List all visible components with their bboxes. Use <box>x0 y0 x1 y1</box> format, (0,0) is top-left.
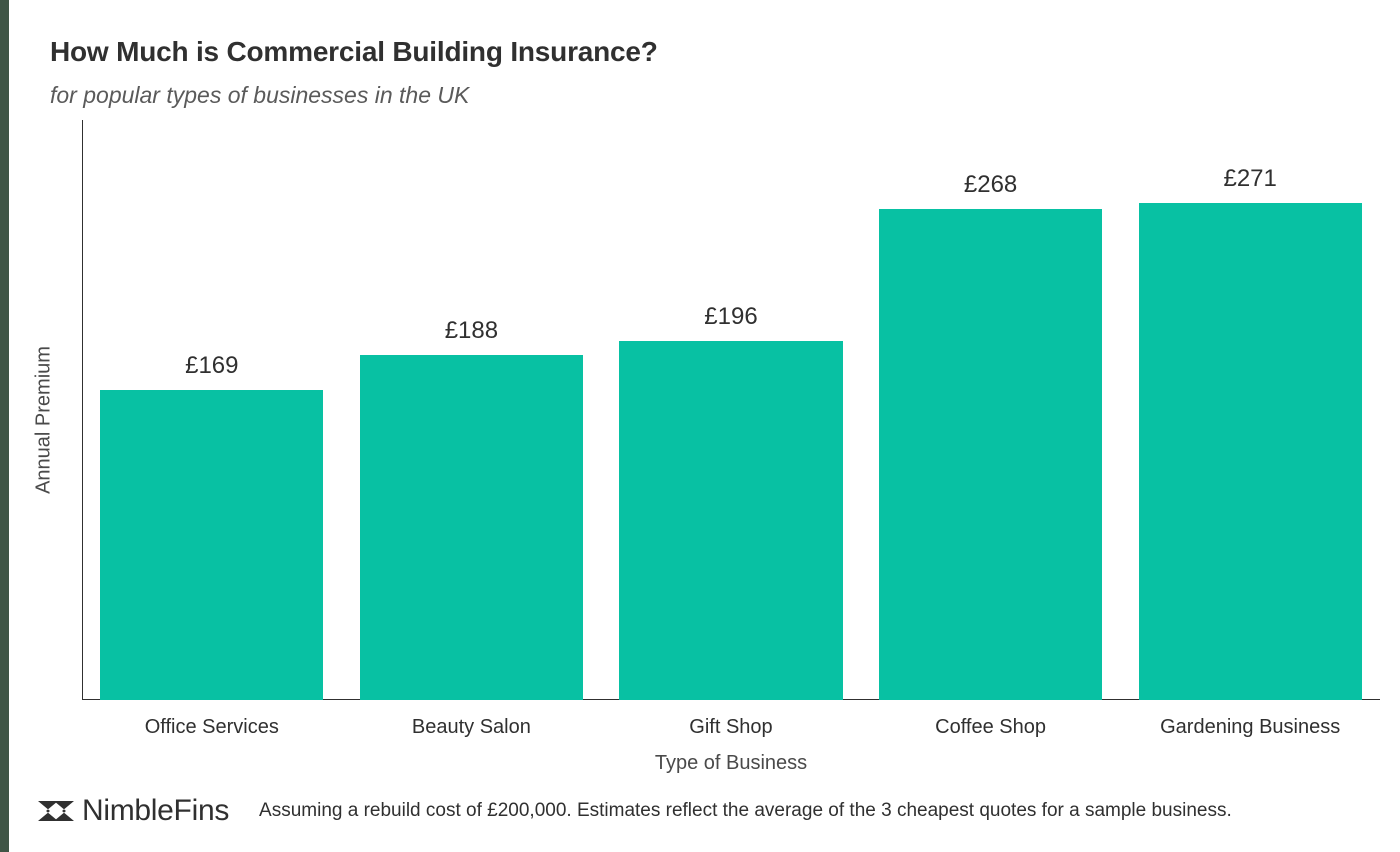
chart-subtitle: for popular types of businesses in the U… <box>50 82 1370 109</box>
footnote-text: Assuming a rebuild cost of £200,000. Est… <box>259 800 1370 822</box>
brand: NimbleFins <box>38 794 229 828</box>
bar: £169 <box>100 390 323 700</box>
bar-slot: £188 <box>342 150 602 700</box>
bar-value-label: £271 <box>1223 165 1276 203</box>
bars-group: £169£188£196£268£271 <box>82 150 1380 700</box>
bar-value-label: £188 <box>445 317 498 355</box>
x-category-label: Office Services <box>82 704 342 739</box>
brand-logo-icon <box>38 795 74 827</box>
chart-title: How Much is Commercial Building Insuranc… <box>50 36 1370 68</box>
x-category-label: Gift Shop <box>601 704 861 739</box>
bar-value-label: £268 <box>964 171 1017 209</box>
bar-value-label: £196 <box>704 303 757 341</box>
x-axis-label: Type of Business <box>82 752 1380 775</box>
x-category-label: Gardening Business <box>1120 704 1380 739</box>
footer: NimbleFins Assuming a rebuild cost of £2… <box>20 794 1370 828</box>
plot-area: £169£188£196£268£271 <box>82 150 1380 700</box>
x-category-label: Coffee Shop <box>861 704 1121 739</box>
bar: £271 <box>1139 203 1362 700</box>
bar: £188 <box>360 355 583 700</box>
brand-name: NimbleFins <box>82 794 229 828</box>
bar-slot: £271 <box>1120 150 1380 700</box>
x-categories: Office ServicesBeauty SalonGift ShopCoff… <box>82 704 1380 739</box>
y-axis-label: Annual Premium <box>33 346 56 494</box>
bar-slot: £196 <box>601 150 861 700</box>
bar: £196 <box>619 341 842 700</box>
bar: £268 <box>879 209 1102 700</box>
bar-value-label: £169 <box>185 352 238 390</box>
bar-slot: £169 <box>82 150 342 700</box>
bar-slot: £268 <box>861 150 1121 700</box>
chart-container: How Much is Commercial Building Insuranc… <box>0 0 1400 852</box>
x-category-label: Beauty Salon <box>342 704 602 739</box>
